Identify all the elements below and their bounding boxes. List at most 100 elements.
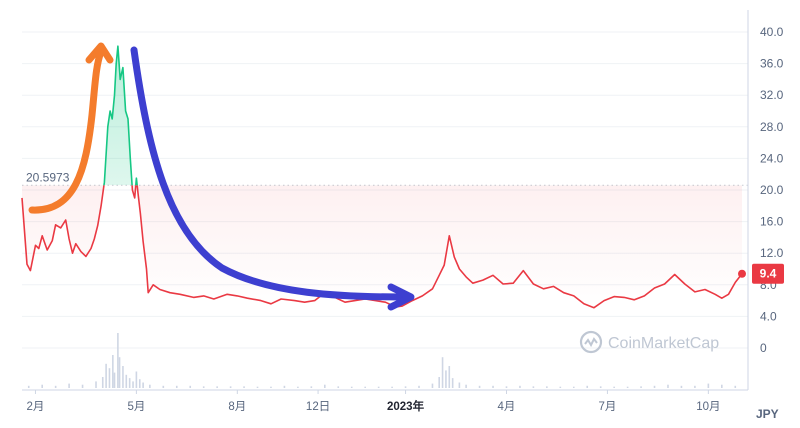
volume-bar — [105, 363, 107, 388]
volume-bar — [350, 386, 353, 388]
annotation-down-arrow — [130, 46, 408, 301]
watermark: CoinMarketCap — [579, 330, 719, 354]
reference-value-label: 20.5973 — [26, 170, 70, 184]
volume-bar — [505, 386, 508, 388]
volume-bar — [492, 385, 494, 388]
volume-bar — [337, 386, 340, 388]
coinmarketcap-logo-icon — [579, 330, 603, 354]
volume-bar — [404, 386, 407, 388]
y-tick-label: 0 — [760, 341, 767, 355]
volume-bar — [256, 386, 259, 388]
volume-bar — [613, 386, 615, 388]
x-tick-label: 2023年 — [387, 399, 425, 413]
volume-bar — [297, 386, 299, 388]
volume-bar — [27, 385, 30, 388]
annotation-down-arrow-head — [387, 283, 415, 311]
volume-bar — [101, 377, 104, 388]
volume-bar — [667, 384, 669, 388]
volume-bar — [68, 383, 70, 388]
volume-bar — [572, 386, 575, 388]
y-tick-label: 28.0 — [760, 120, 784, 134]
y-tick-label: 40.0 — [760, 25, 784, 39]
volume-bar — [431, 383, 434, 388]
volume-bar — [118, 357, 121, 388]
volume-bar — [364, 386, 366, 388]
x-tick-label: 12日 — [306, 401, 330, 413]
volume-bar — [189, 385, 192, 388]
volume-bar — [41, 384, 43, 388]
volume-bar — [243, 386, 245, 388]
volume-bar — [438, 377, 440, 388]
y-tick-label: 24.0 — [760, 151, 784, 165]
annotation-up-arrow-head — [85, 42, 114, 64]
volume-bar — [117, 333, 119, 388]
volume-bar — [377, 386, 380, 388]
volume-bar — [546, 386, 548, 388]
volume-bar — [458, 382, 461, 388]
volume-bar — [138, 379, 141, 388]
current-price-badge — [752, 263, 784, 284]
volume-bar — [586, 385, 589, 388]
volume-bar — [270, 386, 272, 388]
current-price-label: 9.4 — [760, 267, 777, 281]
volume-bar — [216, 386, 218, 388]
volume-bar — [112, 355, 114, 388]
volume-bar — [135, 371, 138, 388]
volume-bars — [27, 333, 737, 388]
volume-bar — [162, 385, 165, 388]
volume-bar — [125, 374, 128, 388]
volume-bar — [465, 384, 467, 388]
volume-bar — [559, 386, 562, 388]
volume-bar — [680, 385, 683, 388]
current-price-dot — [738, 269, 746, 278]
volume-bar — [324, 384, 326, 388]
volume-bar — [122, 366, 124, 388]
volume-bar — [54, 385, 57, 388]
x-axis: 2月 5月 8月 12日 2023年 4月 7月 10月 — [27, 390, 721, 413]
x-tick-label: 10月 — [696, 401, 720, 413]
volume-bar — [532, 386, 535, 388]
y-tick-label: 36.0 — [760, 57, 784, 71]
volume-bar — [283, 385, 286, 388]
volume-bar — [229, 386, 232, 388]
volume-bar — [310, 386, 313, 388]
volume-bar — [95, 381, 97, 388]
volume-bar — [445, 370, 447, 388]
y-tick-label: 16.0 — [760, 215, 784, 229]
volume-bar — [202, 386, 205, 388]
volume-bar — [707, 383, 710, 388]
volume-bar — [418, 385, 420, 388]
x-tick-label: 5月 — [127, 401, 145, 413]
volume-bar — [108, 368, 111, 388]
y-tick-label: 4.0 — [760, 309, 777, 323]
volume-bar — [149, 384, 151, 388]
x-tick-label: 2月 — [27, 401, 45, 413]
price-area-below-reference — [22, 185, 742, 308]
volume-bar — [721, 384, 723, 388]
volume-bar — [599, 386, 602, 388]
x-tick-label: 4月 — [498, 401, 516, 413]
volume-bar — [626, 386, 629, 388]
watermark-text: CoinMarketCap — [608, 335, 719, 352]
x-tick-label: 7月 — [598, 401, 616, 413]
y-tick-label: 32.0 — [760, 88, 784, 102]
volume-bar — [448, 366, 451, 388]
volume-bar — [640, 386, 642, 388]
volume-bar — [451, 378, 454, 388]
volume-bar — [142, 382, 144, 388]
volume-bar — [132, 381, 134, 388]
volume-bar — [113, 372, 116, 388]
volume-bar — [519, 385, 521, 388]
volume-bar — [694, 385, 696, 388]
volume-bar — [653, 385, 656, 388]
currency-label: JPY — [756, 407, 779, 421]
annotation-up-arrow — [28, 48, 105, 214]
volume-bar — [478, 385, 481, 388]
y-tick-label: 12.0 — [760, 246, 784, 260]
volume-bar — [391, 386, 393, 388]
volume-bar — [128, 378, 131, 388]
volume-bar — [175, 385, 178, 388]
volume-bar — [441, 357, 444, 388]
x-tick-label: 8月 — [228, 401, 246, 413]
